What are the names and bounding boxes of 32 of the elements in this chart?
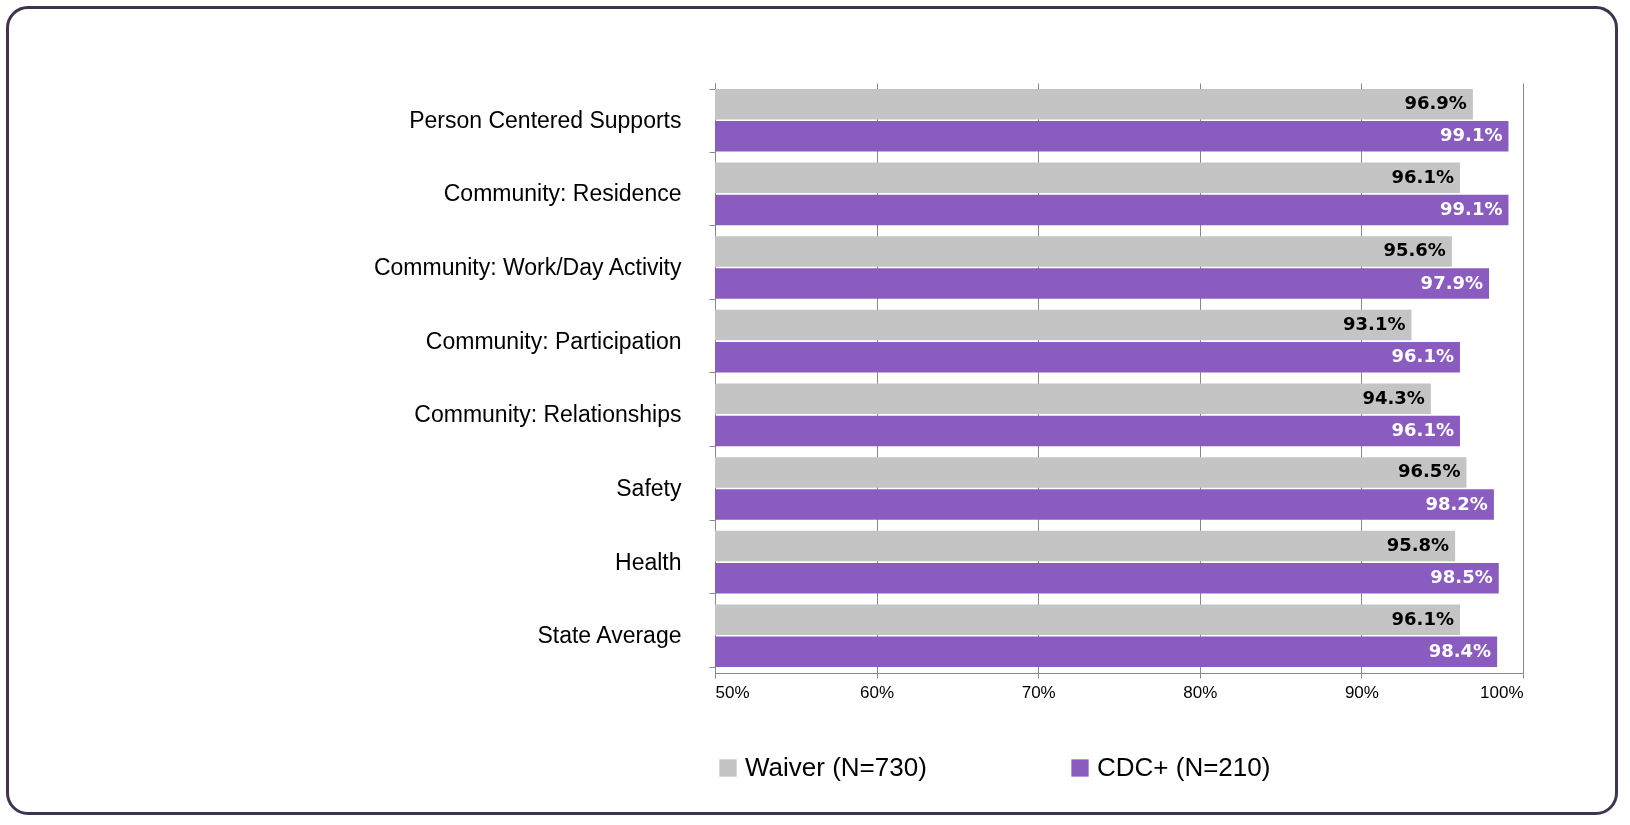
data-label: 98.2% [1425,492,1488,514]
x-tick-label: 90% [1344,682,1379,702]
data-label: 94.3% [1362,386,1425,408]
data-label: 96.1% [1391,165,1454,187]
data-label: 96.5% [1397,460,1461,482]
y-tick-label: Person Centered Supports [409,106,682,133]
x-tick-label: 70% [1021,682,1056,702]
y-tick-label: Community: Residence [443,180,682,207]
legend-label: Waiver (N=730) [745,752,927,782]
data-label: 99.1% [1440,124,1503,146]
data-label: 96.9% [1404,92,1467,114]
data-label: 97.9% [1420,271,1484,293]
x-tick-label: 50% [715,682,750,702]
x-tick-label: 80% [1183,682,1218,702]
data-label: 98.4% [1428,639,1492,661]
x-tick-label: 60% [860,682,895,702]
x-tick-label: 100% [1480,682,1524,702]
y-tick-label: Community: Work/Day Activity [373,254,682,281]
data-label: 95.6% [1383,239,1446,261]
data-label: 99.1% [1440,197,1503,219]
data-label: 93.1% [1343,313,1406,335]
y-tick-label: State Average [537,622,682,649]
y-tick-label: Safety [616,474,682,501]
y-tick-label: Community: Participation [425,327,682,354]
data-label: 96.1% [1391,345,1454,367]
data-label: 96.1% [1391,607,1454,629]
y-tick-label: Health [615,548,682,575]
y-tick-label: Community: Relationships [414,401,682,428]
data-label: 96.1% [1391,418,1454,440]
legend-label: CDC+ (N=210) [1097,752,1271,782]
data-label: 95.8% [1386,534,1450,556]
data-label: 98.5% [1430,566,1493,588]
